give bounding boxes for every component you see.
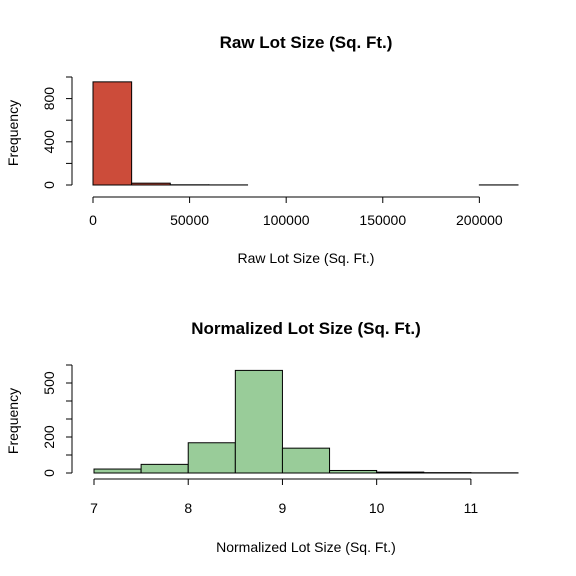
x-axis-label: Raw Lot Size (Sq. Ft.) — [238, 250, 375, 266]
x-tick-label: 8 — [184, 500, 192, 516]
y-tick-label: 0 — [41, 181, 57, 189]
y-tick-label: 500 — [41, 371, 57, 395]
y-tick-label: 200 — [41, 425, 57, 449]
x-tick-label: 11 — [464, 500, 479, 516]
y-axis-label: Frequency — [5, 388, 21, 454]
histogram-bar — [93, 468, 142, 474]
y-tick-label: 400 — [41, 130, 57, 154]
x-tick-label: 9 — [279, 500, 287, 516]
x-tick-label: 10 — [369, 500, 385, 516]
x-tick-label: 200000 — [456, 212, 503, 228]
x-axis-label: Normalized Lot Size (Sq. Ft.) — [216, 539, 396, 555]
x-axis: 0 50000 100000 150000 200000 — [89, 196, 503, 228]
histogram-bars — [92, 81, 519, 186]
raw-lot-size-panel: Raw Lot Size (Sq. Ft.) Raw Lot Size (Sq.… — [5, 33, 519, 266]
x-tick-label: 150000 — [359, 212, 406, 228]
y-axis-label: Frequency — [5, 100, 21, 166]
x-tick-label: 100000 — [263, 212, 310, 228]
histogram-bars — [93, 369, 519, 474]
y-axis: 0 400 800 — [41, 76, 73, 189]
histogram-bar — [234, 369, 283, 474]
histogram-bar — [140, 463, 189, 474]
chart-title: Raw Lot Size (Sq. Ft.) — [220, 33, 393, 52]
x-tick-label: 0 — [89, 212, 97, 228]
normalized-lot-size-panel: Normalized Lot Size (Sq. Ft.) Normalized… — [5, 319, 519, 555]
histogram-bar — [131, 182, 171, 186]
chart-title: Normalized Lot Size (Sq. Ft.) — [191, 319, 421, 338]
histogram-bar — [329, 469, 378, 474]
x-tick-label: 50000 — [170, 212, 209, 228]
histogram-bar — [376, 471, 425, 474]
histogram-bar — [187, 442, 236, 474]
histogram-bar — [281, 447, 331, 474]
y-axis: 0 200 500 — [41, 364, 73, 477]
x-tick-label: 7 — [90, 500, 98, 516]
y-tick-label: 800 — [41, 87, 57, 111]
histogram-bar — [92, 81, 133, 186]
y-tick-label: 0 — [41, 469, 57, 477]
x-axis: 7 8 9 10 11 — [90, 478, 479, 516]
